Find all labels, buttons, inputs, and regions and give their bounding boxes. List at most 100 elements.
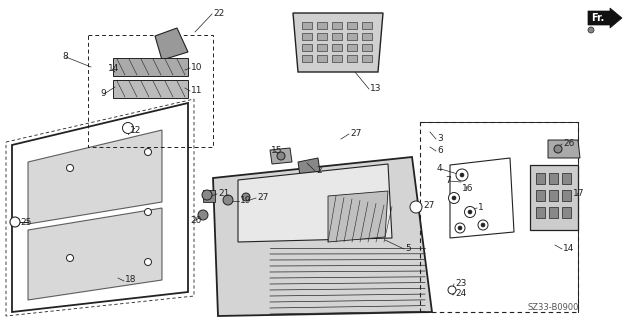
Bar [88, 35, 213, 147]
Bar [317, 55, 327, 62]
Polygon shape [548, 140, 580, 158]
Bar [562, 173, 571, 184]
Text: 21: 21 [218, 188, 229, 197]
Text: 2: 2 [316, 165, 322, 174]
Polygon shape [298, 158, 320, 176]
Bar [302, 22, 312, 29]
Circle shape [455, 223, 465, 233]
Text: 16: 16 [462, 183, 473, 193]
Bar [536, 190, 545, 201]
Polygon shape [530, 165, 578, 230]
Bar [562, 207, 571, 218]
Polygon shape [293, 13, 383, 72]
Circle shape [223, 195, 233, 205]
Bar [332, 55, 342, 62]
Bar [203, 190, 215, 202]
Text: 12: 12 [130, 125, 141, 134]
Text: 6: 6 [437, 146, 443, 155]
Polygon shape [28, 208, 162, 300]
Text: 20: 20 [190, 215, 202, 225]
Circle shape [460, 173, 464, 177]
Bar [332, 33, 342, 40]
Circle shape [448, 286, 456, 294]
Text: 18: 18 [125, 276, 136, 284]
Text: 15: 15 [271, 146, 282, 155]
Circle shape [145, 148, 151, 156]
Circle shape [277, 152, 285, 160]
Circle shape [452, 196, 456, 200]
Text: 24: 24 [455, 289, 466, 298]
Text: 4: 4 [437, 164, 443, 172]
Bar [362, 55, 372, 62]
Bar [317, 22, 327, 29]
Bar [302, 44, 312, 51]
Circle shape [242, 193, 250, 201]
Text: 22: 22 [213, 9, 224, 18]
Polygon shape [28, 130, 162, 224]
Text: 13: 13 [370, 84, 381, 92]
Text: 7: 7 [445, 175, 451, 185]
Bar [536, 207, 545, 218]
Polygon shape [213, 157, 432, 316]
Bar [302, 33, 312, 40]
Circle shape [410, 201, 422, 213]
Text: 17: 17 [573, 188, 585, 197]
Circle shape [198, 210, 208, 220]
Circle shape [458, 226, 462, 230]
Text: 23: 23 [455, 278, 466, 287]
Circle shape [456, 169, 468, 181]
Bar [362, 44, 372, 51]
Circle shape [66, 254, 73, 261]
Circle shape [448, 193, 459, 204]
Text: 5: 5 [405, 244, 411, 252]
Text: 27: 27 [350, 129, 361, 138]
Circle shape [464, 206, 476, 218]
Circle shape [481, 223, 485, 227]
Bar [347, 55, 357, 62]
Text: 14: 14 [108, 63, 120, 73]
Text: 8: 8 [62, 52, 68, 60]
Bar [549, 207, 558, 218]
Bar [302, 55, 312, 62]
Text: 27: 27 [423, 201, 434, 210]
Bar [362, 22, 372, 29]
Text: 14: 14 [563, 244, 575, 252]
Circle shape [123, 123, 133, 133]
Text: 9: 9 [100, 89, 106, 98]
Text: 19: 19 [240, 196, 252, 204]
Circle shape [66, 164, 73, 172]
Polygon shape [113, 80, 188, 98]
Bar [317, 44, 327, 51]
Bar [347, 22, 357, 29]
Circle shape [145, 259, 151, 266]
Bar [362, 33, 372, 40]
Text: 3: 3 [437, 133, 443, 142]
Bar [347, 44, 357, 51]
Polygon shape [270, 148, 292, 164]
Text: 11: 11 [191, 85, 202, 94]
Text: 10: 10 [191, 62, 202, 71]
Circle shape [202, 190, 212, 200]
Circle shape [468, 210, 472, 214]
Bar [347, 33, 357, 40]
Bar [536, 173, 545, 184]
Text: Fr.: Fr. [591, 13, 604, 23]
Text: 25: 25 [20, 218, 31, 227]
Bar [332, 44, 342, 51]
Text: 1: 1 [478, 203, 484, 212]
Bar [317, 33, 327, 40]
Bar [562, 190, 571, 201]
Polygon shape [238, 164, 392, 242]
Polygon shape [155, 28, 188, 60]
Polygon shape [113, 58, 188, 76]
Bar [549, 173, 558, 184]
Bar [332, 22, 342, 29]
Text: 26: 26 [563, 139, 575, 148]
Text: 27: 27 [257, 193, 269, 202]
Text: SZ33-B0900: SZ33-B0900 [528, 303, 580, 313]
Circle shape [145, 209, 151, 215]
Circle shape [10, 217, 20, 227]
Circle shape [588, 27, 594, 33]
Bar [549, 190, 558, 201]
Polygon shape [328, 191, 388, 242]
